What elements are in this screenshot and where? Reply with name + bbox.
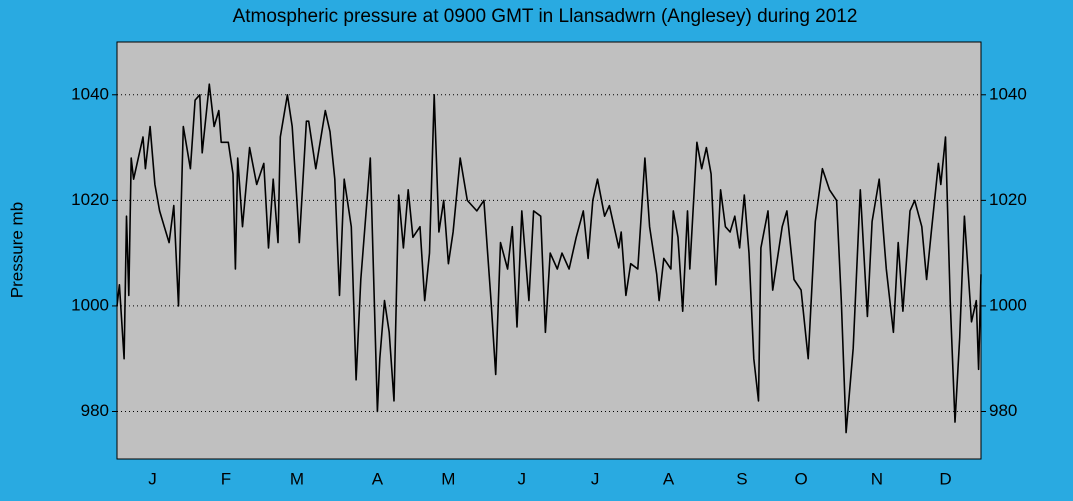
x-tick-label: M — [290, 469, 304, 488]
chart-title: Atmospheric pressure at 0900 GMT in Llan… — [233, 6, 858, 27]
x-tick-label: J — [591, 469, 600, 488]
x-tick-label: A — [372, 469, 384, 488]
x-tick-label: N — [871, 469, 883, 488]
y-tick-label-right: 1000 — [989, 295, 1027, 314]
y-tick-label: 1020 — [71, 190, 109, 209]
y-tick-label: 1040 — [71, 84, 109, 103]
plot-area — [116, 41, 982, 460]
x-tick-label: D — [939, 469, 951, 488]
x-tick-label: J — [148, 469, 157, 488]
y-tick-label-right: 980 — [989, 401, 1017, 420]
x-tick-label: S — [736, 469, 747, 488]
x-tick-label: F — [221, 469, 231, 488]
pressure-line — [116, 83, 982, 434]
x-tick-label: A — [663, 469, 675, 488]
y-axis-label: Pressure mb — [7, 202, 26, 298]
x-tick-label: O — [794, 469, 807, 488]
y-tick-label: 980 — [81, 401, 109, 420]
x-tick-label: J — [518, 469, 527, 488]
x-tick-label: M — [441, 469, 455, 488]
y-tick-label: 1000 — [71, 295, 109, 314]
y-tick-label-right: 1040 — [989, 84, 1027, 103]
y-tick-label-right: 1020 — [989, 190, 1027, 209]
